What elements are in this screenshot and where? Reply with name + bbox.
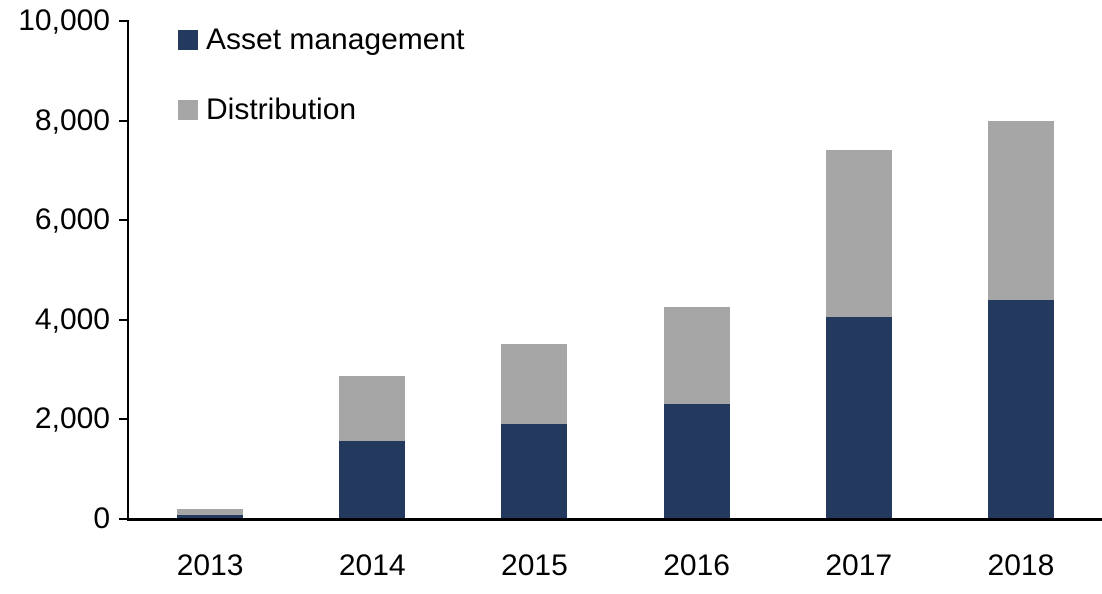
x-axis-label-2013: 2013: [176, 549, 244, 582]
x-axis-label-2018: 2018: [987, 549, 1055, 582]
bar-2016-distribution: [663, 307, 730, 405]
y-axis-tick-label: 4,000: [34, 302, 110, 336]
x-axis-label-2015: 2015: [501, 549, 568, 582]
legend-item-distribution: Distribution: [178, 93, 464, 126]
bar-2013-distribution: [177, 509, 244, 515]
asset-management-swatch-icon: [178, 30, 198, 50]
legend-label-distribution: Distribution: [206, 93, 357, 126]
bar-2016-asset-management: [663, 404, 730, 519]
y-axis-tick-label: 6,000: [34, 203, 110, 236]
y-axis-tick: [119, 318, 128, 321]
y-axis-tick: [119, 119, 128, 122]
y-axis-tick: [119, 219, 128, 221]
bar-2017-asset-management: [825, 317, 892, 519]
y-axis-tick-label: 2,000: [34, 402, 110, 435]
y-axis-line: [127, 20, 129, 519]
bar-2013-asset-management: [177, 514, 244, 519]
x-axis-label-2014: 2014: [338, 549, 406, 582]
distribution-swatch-icon: [178, 100, 198, 120]
bar-2018-asset-management: [987, 299, 1054, 519]
bar-2018-distribution: [987, 120, 1054, 300]
bar-2014-distribution: [339, 375, 406, 442]
y-axis-tick-label: 10,000: [18, 4, 110, 37]
bar-2015-asset-management: [501, 423, 568, 519]
y-axis-tick: [119, 418, 128, 420]
x-axis-label-2016: 2016: [663, 549, 730, 582]
x-axis-label-2017: 2017: [825, 549, 893, 582]
bar-2015-distribution: [501, 344, 568, 424]
bar-2017-distribution: [825, 150, 892, 317]
bar-2014-asset-management: [339, 441, 406, 519]
y-axis-tick-label: 0: [93, 501, 110, 535]
x-axis-line: [127, 518, 1102, 521]
y-axis-tick: [119, 517, 128, 520]
legend: Asset management Distribution: [178, 23, 465, 168]
y-axis-tick-label: 8,000: [34, 103, 110, 137]
legend-label-asset-management: Asset management: [206, 23, 465, 56]
y-axis-tick: [119, 20, 128, 22]
legend-item-asset-management: Asset management: [178, 23, 465, 56]
